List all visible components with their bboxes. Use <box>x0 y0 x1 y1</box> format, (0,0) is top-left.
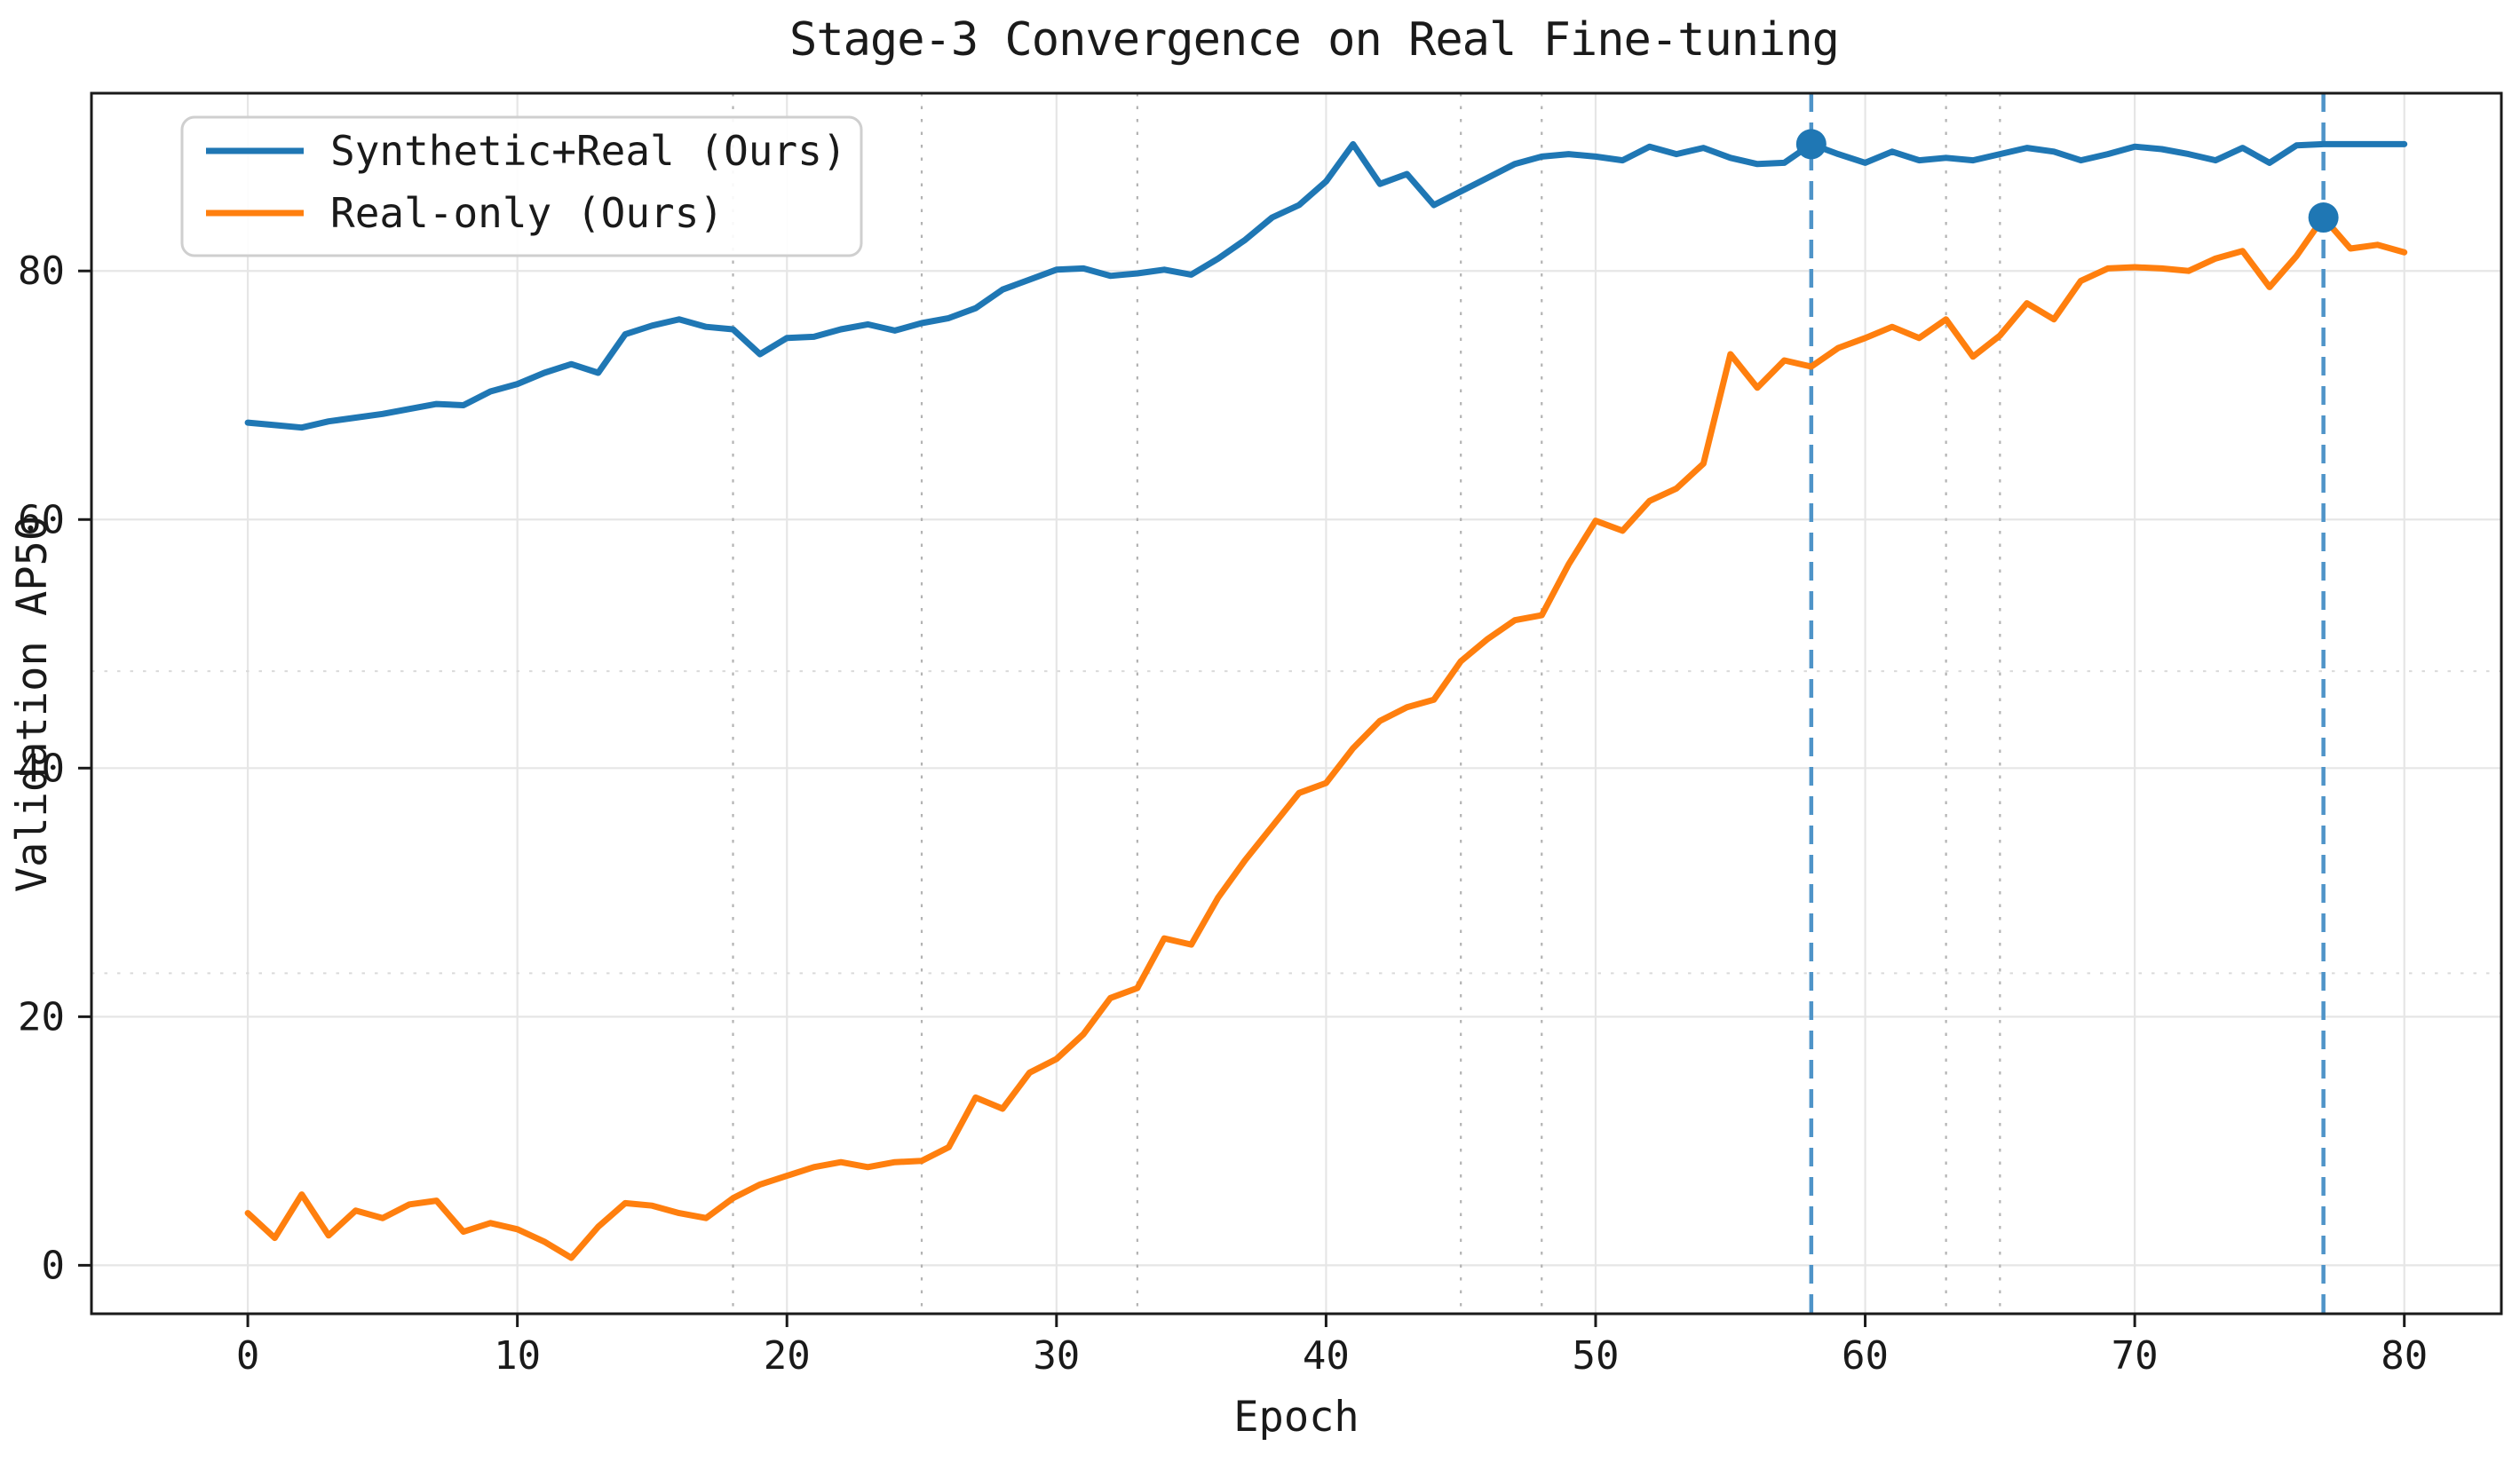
x-axis-label: Epoch <box>1233 1393 1359 1442</box>
x-tick-label: 40 <box>1303 1333 1350 1379</box>
x-tick-label: 30 <box>1033 1333 1080 1379</box>
best-epoch-marker <box>2308 202 2339 233</box>
x-tick-label: 10 <box>494 1333 541 1379</box>
series-line-synthetic-real <box>244 140 2408 431</box>
y-tick-label: 40 <box>18 746 65 791</box>
legend: Synthetic+Real (Ours) Real-only (Ours) <box>180 115 863 257</box>
best-epoch-marker <box>1795 129 1827 160</box>
y-tick-label: 0 <box>42 1243 66 1288</box>
x-tick-label: 20 <box>764 1333 811 1379</box>
chart-title: Stage-3 Convergence on Real Fine-tuning <box>789 13 1839 67</box>
aux-dashed-gridlines <box>91 93 2501 1314</box>
y-tick-label: 20 <box>18 994 65 1039</box>
x-tick-label: 70 <box>2112 1333 2159 1379</box>
best-epoch-vlines <box>1809 93 2326 1314</box>
y-tick-labels: 0 20 40 60 80 <box>18 249 65 1288</box>
x-tick-label: 50 <box>1572 1333 1619 1379</box>
legend-label-synthetic-real: Synthetic+Real (Ours) <box>330 127 847 175</box>
series-line-real-only <box>244 214 2408 1261</box>
axis-ticks <box>78 269 2406 1327</box>
y-axis-label: Validation AP50 <box>8 516 57 892</box>
legend-box <box>180 115 863 257</box>
plot-border <box>90 91 2503 1316</box>
series-lines <box>244 140 2408 1261</box>
best-epoch-markers <box>1795 129 2339 233</box>
x-tick-label: 60 <box>1842 1333 1889 1379</box>
y-tick-label: 60 <box>18 497 65 542</box>
x-tick-label: 80 <box>2381 1333 2428 1379</box>
legend-label-real-only: Real-only (Ours) <box>330 189 724 237</box>
x-tick-label: 0 <box>236 1333 260 1379</box>
y-tick-label: 80 <box>18 249 65 294</box>
x-tick-labels: 0 10 20 30 40 50 60 70 80 <box>236 1333 2428 1379</box>
major-gridlines <box>91 93 2501 1314</box>
